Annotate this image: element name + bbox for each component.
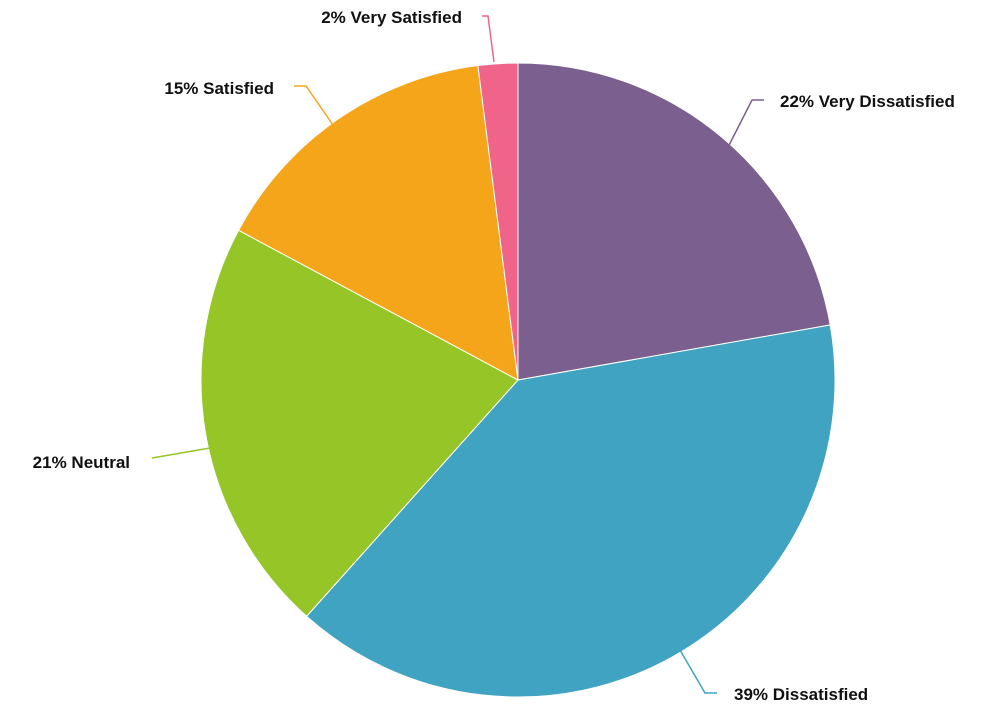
leader-line-satisfied <box>294 85 334 126</box>
pie-slice-very-dissatisfied <box>517 62 831 381</box>
pie-slice-satisfied <box>237 64 519 381</box>
leader-line-very-dissatisfied <box>719 99 764 164</box>
slice-label-satisfied: 15% Satisfied <box>164 79 274 98</box>
slice-label-dissatisfied: 39% Dissatisfied <box>734 685 868 704</box>
pie-slice-dissatisfied <box>305 324 836 698</box>
pie-slice-neutral <box>200 229 519 617</box>
slice-label-very-dissatisfied: 22% Very Dissatisfied <box>780 92 955 111</box>
slice-label-neutral: 21% Neutral <box>33 453 130 472</box>
pie-slice-very-satisfied <box>477 62 519 381</box>
leader-line-dissatisfied <box>679 649 717 694</box>
slice-label-very-satisfied: 2% Very Satisfied <box>321 8 462 27</box>
leader-line-neutral <box>151 447 211 459</box>
leader-line-very-satisfied <box>482 15 495 63</box>
